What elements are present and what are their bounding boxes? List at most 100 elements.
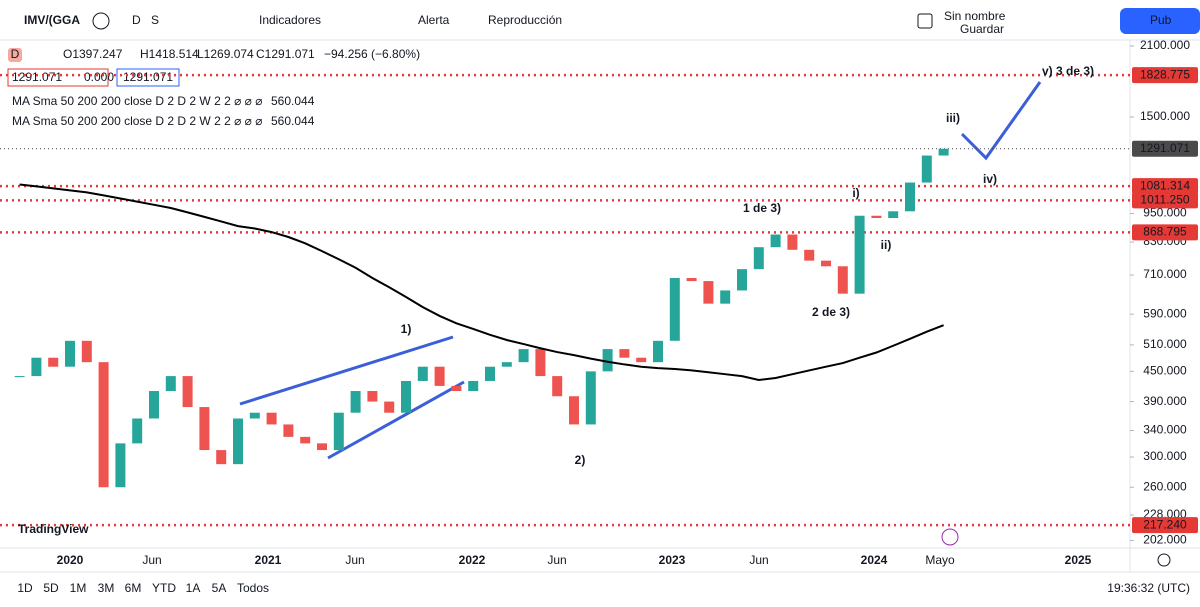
candle [753, 247, 764, 270]
add-icon[interactable] [92, 12, 110, 30]
y-tick-label: 510.000 [1143, 337, 1187, 351]
level-label-bg [1132, 517, 1198, 534]
candle [216, 450, 227, 465]
candle [165, 376, 176, 392]
legend-badge: D [11, 47, 20, 61]
level-label: 1291.071 [1140, 141, 1190, 155]
wave-label: 1 de 3) [743, 201, 781, 215]
wave-label: 2 de 3) [812, 305, 850, 319]
y-tick-label: 260.000 [1143, 479, 1187, 493]
trend-line [327, 380, 465, 460]
candle [787, 234, 798, 250]
y-tick-label: 340.000 [1143, 423, 1187, 437]
candle [434, 366, 445, 386]
publish-label[interactable]: Pub [1150, 13, 1172, 27]
ma-value: 560.044 [271, 94, 315, 108]
alert-button[interactable]: Alerta [418, 13, 450, 27]
range-button[interactable]: Todos [237, 581, 269, 595]
legend-change: −94.256 (−6.80%) [324, 47, 420, 61]
legend-high: H1418.514 [140, 47, 199, 61]
toolbar [0, 0, 1200, 40]
box-bg [7, 68, 109, 87]
level-label: 217.240 [1143, 517, 1187, 531]
ma-value: 560.044 [271, 114, 315, 128]
y-tick-label: 390.000 [1143, 394, 1187, 408]
candle [417, 366, 428, 381]
candle [367, 391, 378, 402]
wave-label: 1) [401, 322, 412, 336]
y-tick-label: 710.000 [1143, 267, 1187, 281]
y-tick-label: 450.000 [1143, 364, 1187, 378]
candle [770, 234, 781, 248]
candle [182, 376, 193, 408]
candle [65, 340, 75, 367]
x-tick-label: 2025 [1065, 553, 1092, 567]
candle [653, 340, 663, 363]
candle [199, 407, 210, 451]
indicators-button[interactable]: Indicadores [259, 13, 321, 27]
level-label-bg [1132, 140, 1198, 157]
candle [14, 376, 25, 378]
trend-line [239, 335, 454, 406]
candle [233, 418, 243, 465]
candle [451, 385, 462, 392]
logo: TradingView [18, 522, 89, 536]
replay-button[interactable]: Reproducción [488, 13, 562, 27]
ma-label: MA Sma 50 200 200 close D 2 D 2 W 2 2 ⌀ … [12, 114, 262, 128]
range-button[interactable]: 5D [43, 581, 59, 595]
legend-box: 1291.071 [12, 70, 62, 84]
level-label-bg [1132, 178, 1198, 195]
publish-button[interactable] [1120, 8, 1200, 34]
y-tick-label: 202.000 [1143, 533, 1187, 547]
candle [804, 249, 815, 261]
y-tick-label: 300.000 [1143, 449, 1187, 463]
candle [737, 269, 747, 291]
y-tick-label: 590.000 [1143, 306, 1187, 320]
candle [501, 362, 512, 367]
symbol[interactable]: IMV/(GGA [24, 13, 80, 27]
layout-name[interactable]: Sin nombre [944, 9, 1006, 23]
save-label: Guardar [960, 22, 1004, 36]
legend-box: 1291.071 [123, 70, 173, 84]
mode[interactable]: S [151, 13, 159, 27]
candle [81, 340, 92, 363]
x-tick-label: 2021 [255, 553, 282, 567]
legend-open: O1397.247 [63, 47, 123, 61]
range-button[interactable]: 5A [212, 581, 227, 595]
level-label: 868.795 [1143, 225, 1187, 239]
range-button[interactable]: 1A [186, 581, 201, 595]
legend-low: L1269.074 [197, 47, 254, 61]
interval[interactable]: D [132, 13, 141, 27]
candle [602, 349, 613, 372]
level-label-bg [1132, 67, 1198, 84]
candle [485, 366, 495, 381]
range-button[interactable]: 1M [70, 581, 87, 595]
wave-label: iii) [946, 111, 960, 125]
ma-label: MA Sma 50 200 200 close D 2 D 2 W 2 2 ⌀ … [12, 94, 262, 108]
wave-label: v) 3 de 3) [1042, 64, 1094, 78]
candle [249, 412, 260, 419]
y-tick-label: 2100.000 [1140, 38, 1190, 52]
range-button[interactable]: 1D [17, 581, 33, 595]
candle [636, 357, 647, 363]
candle [266, 412, 277, 425]
range-button[interactable]: YTD [152, 581, 176, 595]
layout-icon[interactable] [917, 13, 933, 29]
candle [384, 401, 395, 413]
level-label-bg [1132, 224, 1198, 241]
candle [585, 371, 596, 425]
candle [98, 362, 109, 488]
legend-box: 0.000 [84, 70, 114, 84]
event-icon[interactable] [941, 528, 959, 546]
range-button[interactable]: 3M [98, 581, 115, 595]
candle [871, 215, 882, 219]
x-tick-label: Mayo [925, 553, 955, 567]
settings-icon[interactable] [1157, 553, 1171, 567]
candle [921, 155, 932, 183]
sma-line [19, 183, 944, 381]
range-button[interactable]: 6M [125, 581, 142, 595]
candle [350, 391, 361, 413]
candle [669, 278, 680, 341]
x-tick-label: 2024 [861, 553, 888, 567]
candle [48, 357, 59, 367]
